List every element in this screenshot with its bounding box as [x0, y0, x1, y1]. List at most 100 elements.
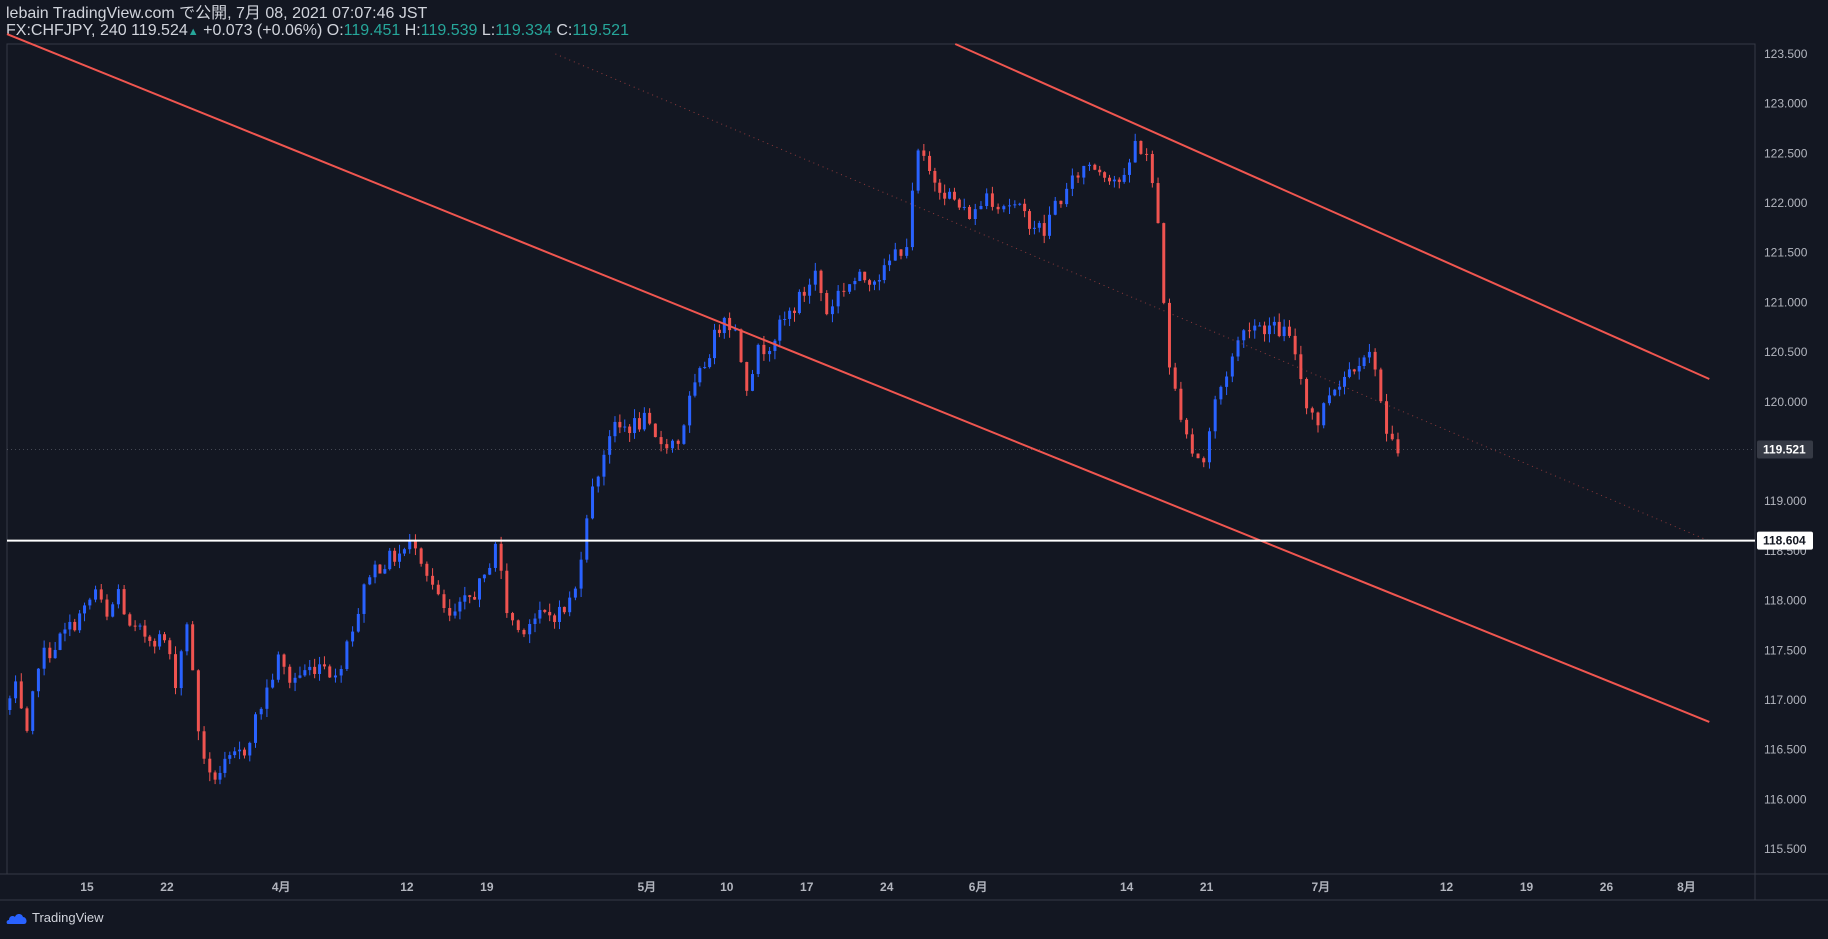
close-label: C:: [556, 22, 573, 39]
candle-body: [328, 666, 332, 678]
candle-body: [174, 654, 178, 689]
candle-body: [242, 749, 246, 756]
time-tick-label: 26: [1600, 880, 1614, 894]
candle-body: [378, 564, 382, 574]
candle-body: [1150, 153, 1154, 184]
candle-body: [42, 647, 46, 669]
candle-body: [957, 199, 961, 208]
candle-body: [1379, 369, 1383, 402]
candle-body: [1247, 330, 1251, 332]
candle-body: [562, 606, 566, 613]
candle-body: [682, 425, 686, 444]
price-tick-label: 118.000: [1764, 594, 1807, 608]
candle-body: [788, 310, 792, 319]
candle-body: [333, 675, 337, 678]
channel-lower-trendline[interactable]: [6, 33, 1710, 723]
candle-body: [14, 681, 18, 699]
candle-body: [68, 621, 72, 630]
price-tick-label: 116.500: [1764, 743, 1807, 757]
candle-body: [1310, 408, 1314, 413]
candle-body: [628, 426, 632, 434]
candle-body: [293, 677, 297, 683]
low-label: L:: [481, 22, 496, 39]
candle-body: [1107, 177, 1111, 182]
candle-body: [1008, 205, 1012, 207]
candle-body: [1396, 439, 1400, 454]
candle-body: [53, 649, 57, 659]
channel-upper-trendline[interactable]: [954, 43, 1710, 380]
candle-body: [962, 206, 966, 208]
candle-body: [511, 613, 515, 621]
candle-body: [153, 640, 157, 647]
candle-body: [553, 615, 557, 623]
candle-body: [1357, 365, 1361, 372]
candle-body: [792, 310, 796, 314]
candle-body: [573, 588, 577, 598]
candle-body: [938, 182, 942, 193]
candle-body: [623, 426, 627, 428]
candle-body: [797, 291, 801, 314]
candle-body: [922, 150, 926, 156]
candle-body: [905, 247, 909, 256]
candle-body: [253, 714, 257, 743]
time-tick-label: 19: [1520, 880, 1534, 894]
candle-body: [308, 666, 312, 671]
candle-body: [877, 280, 881, 282]
candle-body: [88, 599, 92, 606]
candle-body: [783, 318, 787, 320]
candle-body: [105, 599, 109, 617]
candle-body: [768, 350, 772, 355]
candle-body: [1070, 175, 1074, 189]
channel-mid-trendline[interactable]: [555, 53, 1710, 542]
candle-body: [708, 358, 712, 368]
price-tick-label: 115.500: [1764, 842, 1807, 856]
candle-body: [1048, 214, 1052, 236]
candle-body: [825, 293, 829, 315]
candle-body: [1059, 200, 1063, 205]
candle-body: [1347, 369, 1351, 377]
candle-body: [111, 604, 115, 617]
candle-body: [756, 344, 760, 375]
candle-body: [863, 271, 867, 281]
candle-body: [910, 190, 914, 248]
candle-body: [1037, 223, 1041, 228]
last-price-label-bg: [1757, 440, 1813, 459]
candle-body: [773, 340, 777, 351]
time-tick-label: 22: [160, 880, 174, 894]
candle-body: [1098, 169, 1102, 173]
candle-body: [1013, 204, 1017, 206]
candle-body: [665, 444, 669, 449]
candle-body: [750, 374, 754, 391]
candle-body: [168, 640, 172, 655]
candle-body: [1082, 165, 1086, 178]
tradingview-logo-icon: [6, 913, 27, 924]
time-tick-label: 6月: [969, 880, 988, 894]
candle-body: [1139, 140, 1143, 154]
candle-body: [383, 569, 387, 574]
candle-body: [698, 368, 702, 383]
candle-body: [482, 574, 486, 579]
candle-body: [952, 191, 956, 200]
candle-body: [1028, 211, 1032, 229]
candle-body: [1173, 367, 1177, 389]
candle-body: [943, 192, 947, 199]
candle-body: [468, 595, 472, 597]
candle-body: [1042, 223, 1046, 236]
candle-body: [802, 291, 806, 296]
candle-body: [271, 679, 275, 688]
candle-body: [298, 675, 302, 678]
candle-body: [158, 634, 162, 647]
time-tick-label: 15: [80, 880, 94, 894]
candle-body: [1088, 164, 1092, 166]
candle-body: [1202, 458, 1206, 463]
price-tick-label: 117.000: [1764, 693, 1807, 707]
up-arrow-icon: ▲: [187, 26, 199, 38]
candle-body: [676, 440, 680, 444]
candle-body: [1367, 351, 1371, 358]
candle-body: [557, 606, 561, 623]
candle-body: [8, 698, 12, 710]
candle-body: [1242, 330, 1246, 341]
high-value: 119.539: [420, 22, 478, 39]
candle-body: [408, 540, 412, 550]
